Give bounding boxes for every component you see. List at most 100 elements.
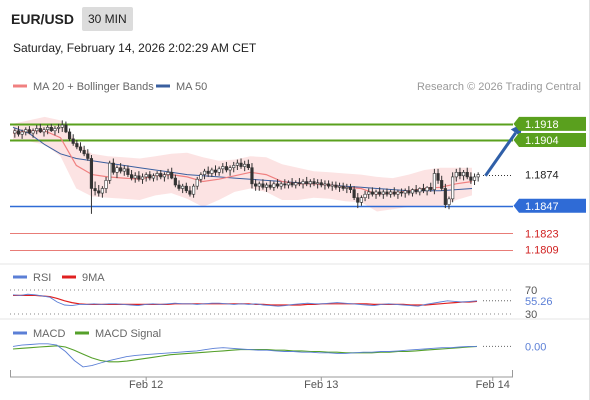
legend-label-0: MA 20 + Bollinger Bands — [33, 81, 154, 93]
candle — [348, 183, 353, 194]
candle-body — [425, 187, 429, 192]
candle-body — [210, 169, 214, 174]
rsi-legend-label-0: RSI — [33, 272, 51, 284]
candle — [312, 178, 316, 187]
candle — [155, 171, 159, 181]
candle-body — [359, 197, 364, 203]
candle-body — [71, 138, 75, 144]
candle-body — [356, 197, 360, 203]
time-label-Feb 13: Feb 13 — [304, 379, 338, 391]
candle — [385, 188, 389, 197]
candle — [363, 190, 367, 202]
candle-body — [462, 172, 466, 177]
candle-body — [458, 172, 462, 177]
candle-body — [294, 182, 298, 186]
candle-body — [334, 184, 338, 188]
level-badge-1.1918 — [513, 116, 586, 131]
candle-body — [166, 172, 170, 175]
candle — [16, 126, 21, 137]
rsi-value-bg — [521, 294, 561, 307]
candle — [115, 165, 119, 179]
candle — [144, 172, 148, 182]
candle — [440, 175, 444, 191]
candle-body — [181, 185, 185, 189]
candle-body — [389, 191, 393, 195]
candle-body — [429, 187, 433, 190]
candle-body — [232, 165, 236, 168]
candle-body — [378, 191, 382, 195]
level-label-1.1874: 1.1874 — [525, 170, 559, 182]
candle-body — [206, 170, 210, 174]
candle — [108, 160, 112, 184]
candle-body — [228, 167, 232, 171]
rsi-last-value: 55.26 — [525, 296, 553, 308]
candle-body — [254, 183, 258, 187]
candle — [392, 187, 396, 197]
candle — [129, 170, 134, 181]
candle — [410, 188, 415, 197]
candle-body — [93, 188, 97, 192]
candle-body — [257, 183, 261, 187]
candle-body — [64, 124, 68, 133]
candle — [228, 165, 232, 176]
candle-body — [192, 185, 196, 195]
credit-label: Research © 2026 Trading Central — [417, 81, 581, 93]
candle — [60, 120, 64, 132]
candle-body — [348, 187, 353, 190]
candle — [213, 165, 218, 176]
candle — [264, 182, 269, 192]
candle-body — [199, 174, 203, 180]
candle-body — [104, 180, 108, 189]
candle — [78, 142, 83, 153]
candle — [425, 186, 429, 196]
candle-body — [35, 128, 39, 132]
candle-body — [38, 128, 42, 133]
candle-body — [392, 191, 396, 195]
candle-body — [345, 187, 349, 189]
candle — [381, 189, 385, 199]
candle-body — [436, 173, 440, 181]
candle-body — [319, 182, 323, 186]
candle — [334, 181, 338, 190]
macd-last-value: 0.00 — [525, 341, 546, 353]
candle-body — [410, 189, 415, 194]
candle — [82, 145, 86, 157]
candle-body — [129, 174, 134, 179]
candle — [159, 170, 163, 180]
candle — [188, 186, 192, 197]
candle — [53, 126, 57, 136]
candle — [46, 125, 50, 135]
timeframe-badge[interactable]: 30 MIN — [82, 7, 133, 31]
candle — [407, 186, 411, 196]
candle — [119, 163, 123, 174]
candle-body — [341, 185, 345, 189]
candle-body — [159, 173, 163, 178]
forecast-arrow-shaft — [484, 131, 517, 177]
candle-body — [327, 183, 331, 187]
candle — [86, 149, 90, 161]
candle — [111, 158, 115, 175]
candle — [221, 163, 225, 174]
candle — [305, 176, 309, 187]
candle-body — [27, 129, 31, 134]
candle-body — [20, 131, 24, 135]
candle-body — [451, 176, 455, 200]
candle-body — [86, 153, 90, 159]
ma50-line — [12, 126, 473, 192]
candle-body — [115, 167, 119, 173]
candle — [403, 188, 407, 198]
candle-body — [363, 193, 367, 198]
candle-body — [31, 130, 35, 134]
candle — [378, 187, 382, 197]
candle — [429, 182, 433, 192]
candle-body — [374, 191, 378, 195]
candle — [75, 140, 79, 150]
candle-body — [49, 127, 53, 132]
candle — [67, 128, 72, 142]
level-label-1.1809: 1.1809 — [525, 245, 559, 257]
candle — [192, 183, 196, 198]
candle — [232, 161, 236, 173]
candle-body — [421, 188, 426, 192]
candle-body — [188, 190, 192, 195]
